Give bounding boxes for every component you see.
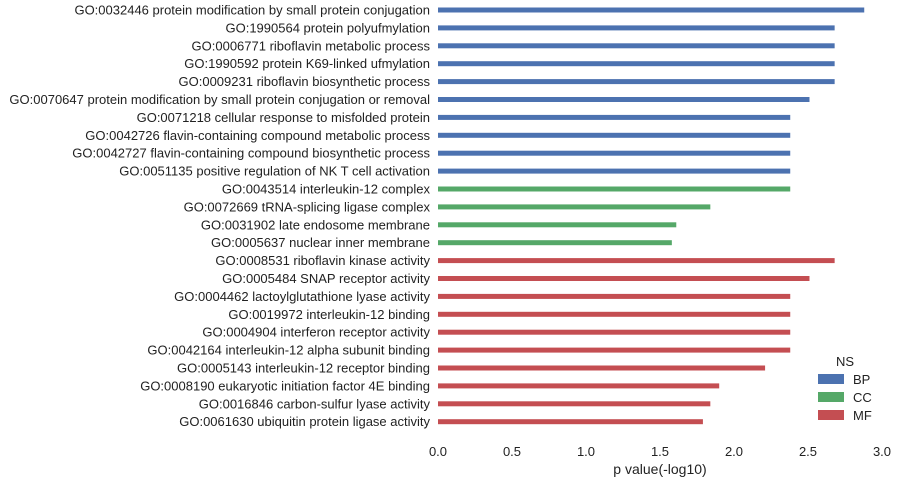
legend: NS BP CC MF	[818, 354, 872, 423]
y-tick-label: GO:0072669 tRNA-splicing ligase complex	[184, 199, 431, 214]
bar	[438, 79, 835, 85]
y-tick-label: GO:0016846 carbon-sulfur lyase activity	[199, 396, 431, 411]
legend-items: BP CC MF	[818, 372, 872, 423]
legend-swatch	[818, 392, 844, 402]
y-tick-label: GO:0005637 nuclear inner membrane	[211, 235, 430, 250]
y-tick-label: GO:0004904 interferon receptor activity	[202, 325, 430, 340]
bar	[438, 240, 672, 246]
y-tick-label: GO:0008190 eukaryotic initiation factor …	[140, 378, 430, 393]
x-tick-label: 1.0	[577, 444, 595, 459]
x-ticks-layer: 0.0 0.5 1.0 1.5 2.0 2.5 3.0	[429, 444, 891, 459]
bar	[438, 132, 791, 138]
y-tick-label: GO:0019972 interleukin-12 binding	[228, 307, 430, 322]
y-tick-label: GO:0061630 ubiquitin protein ligase acti…	[179, 414, 430, 429]
x-tick-label: 3.0	[873, 444, 891, 459]
y-tick-label: GO:0006771 riboflavin metabolic process	[192, 38, 431, 53]
x-tick-label: 2.5	[799, 444, 817, 459]
y-tick-label: GO:0031902 late endosome membrane	[201, 217, 430, 232]
x-tick-label: 1.5	[651, 444, 669, 459]
legend-swatch	[818, 374, 844, 384]
y-tick-label: GO:0005143 interleukin-12 receptor bindi…	[177, 361, 430, 376]
y-tick-label: GO:0004462 lactoylglutathione lyase acti…	[174, 289, 430, 304]
bar	[438, 311, 791, 317]
bars-layer	[438, 7, 865, 425]
x-tick-label: 2.0	[725, 444, 743, 459]
bar	[438, 186, 791, 192]
y-tick-label: GO:0051135 positive regulation of NK T c…	[119, 164, 430, 179]
y-tick-label: GO:1990564 protein polyufmylation	[225, 20, 430, 35]
bar	[438, 7, 865, 13]
y-tick-label: GO:0042164 interleukin-12 alpha subunit …	[147, 343, 430, 358]
bar	[438, 222, 677, 228]
y-tick-label: GO:1990592 protein K69-linked ufmylation	[184, 56, 430, 71]
bar	[438, 329, 791, 335]
bar	[438, 114, 791, 120]
bar	[438, 97, 810, 102]
legend-label: CC	[853, 390, 872, 405]
bar	[438, 347, 791, 353]
y-tick-label: GO:0042726 flavin-containing compound me…	[85, 128, 430, 143]
bar	[438, 168, 791, 174]
x-tick-label: 0.0	[429, 444, 447, 459]
bar	[438, 383, 720, 389]
bar	[438, 61, 835, 67]
y-tick-label: GO:0032446 protein modification by small…	[74, 3, 430, 18]
legend-title: NS	[836, 354, 854, 369]
y-tick-label: GO:0009231 riboflavin biosynthetic proce…	[179, 74, 431, 89]
bar	[438, 276, 810, 281]
bar	[438, 150, 791, 156]
legend-label: MF	[853, 408, 872, 423]
x-tick-label: 0.5	[503, 444, 521, 459]
bar	[438, 401, 711, 407]
bar	[438, 43, 835, 49]
bar	[438, 258, 835, 264]
x-axis-label: p value(-log10)	[613, 461, 706, 477]
y-tick-label: GO:0005484 SNAP receptor activity	[222, 271, 430, 286]
bar	[438, 419, 703, 425]
legend-swatch	[818, 410, 844, 420]
bar	[438, 204, 711, 210]
y-tick-label: GO:0008531 riboflavin kinase activity	[215, 253, 430, 268]
legend-label: BP	[853, 372, 870, 387]
y-labels-layer: GO:0032446 protein modification by small…	[9, 3, 430, 430]
y-tick-label: GO:0071218 cellular response to misfolde…	[137, 110, 430, 125]
bar	[438, 365, 766, 371]
bar	[438, 293, 791, 299]
y-tick-label: GO:0070647 protein modification by small…	[9, 92, 430, 107]
bar	[438, 25, 835, 31]
y-tick-label: GO:0042727 flavin-containing compound bi…	[72, 146, 430, 161]
y-tick-label: GO:0043514 interleukin-12 complex	[222, 182, 431, 197]
